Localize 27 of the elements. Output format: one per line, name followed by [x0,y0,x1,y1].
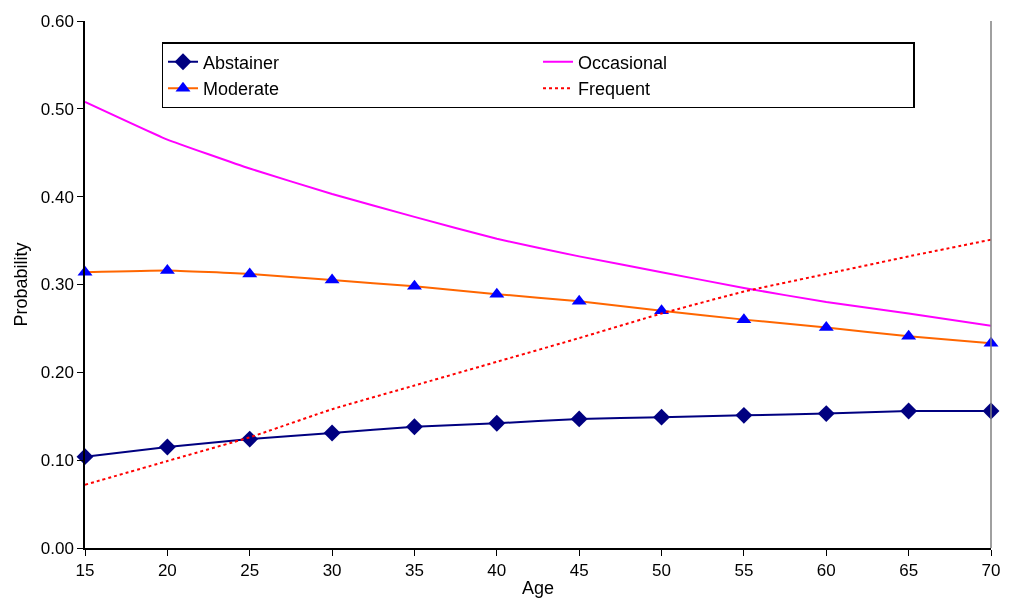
x-tick-label: 20 [157,561,177,581]
legend-label: Frequent [578,79,651,100]
line-series [85,100,991,327]
y-tick-label: 0.00 [40,538,74,558]
x-tick-label: 55 [734,561,754,581]
line-series [85,238,991,486]
y-tick-label: 0.10 [40,451,74,471]
x-tick-label: 35 [404,561,424,581]
y-tick-label: 0.40 [40,187,74,207]
x-tick-label: 45 [569,561,589,581]
legend-label: Moderate [203,79,280,100]
legend-label: Abstainer [203,52,280,73]
x-tick-label: 30 [322,561,342,581]
x-tick-label: 70 [981,561,1001,581]
x-tick-label: 15 [75,561,95,581]
legend-label: Occasional [578,52,668,73]
y-tick-label: 0.60 [40,11,74,31]
x-axis-title: Age [521,577,555,598]
y-tick-label: 0.20 [40,363,74,383]
x-tick-label: 25 [240,561,260,581]
y-axis-title: Probability [11,242,32,327]
y-tick-label: 0.30 [40,275,74,295]
x-tick-label: 40 [487,561,507,581]
x-tick-label: 60 [816,561,836,581]
x-tick-label: 50 [652,561,672,581]
x-tick-label: 65 [899,561,919,581]
y-tick-label: 0.50 [40,99,74,119]
